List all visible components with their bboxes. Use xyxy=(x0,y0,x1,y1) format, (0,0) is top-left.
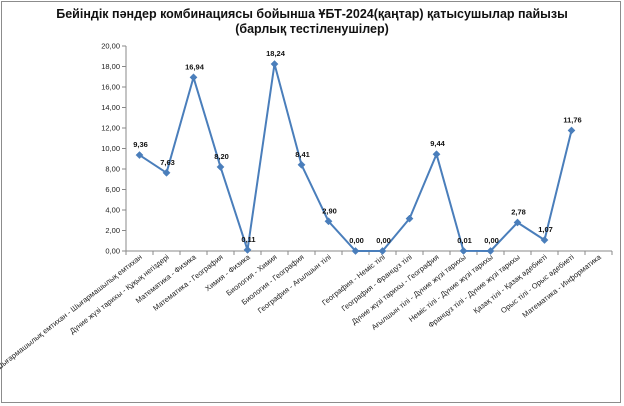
data-label: 7,63 xyxy=(160,158,175,167)
y-tick-label: 16,00 xyxy=(101,83,120,92)
y-tick-label: 8,00 xyxy=(105,165,120,174)
data-point xyxy=(351,247,360,255)
data-label: 0,11 xyxy=(241,235,255,244)
data-label: 0,00 xyxy=(376,236,391,245)
data-label: 1,07 xyxy=(538,225,553,234)
x-tick-label: Шығармашылық емтихан - Шығармашылық емти… xyxy=(0,252,144,372)
data-label: 0,00 xyxy=(484,236,499,245)
y-tick-label: 6,00 xyxy=(105,185,120,194)
data-label: 0,00 xyxy=(349,236,364,245)
data-point xyxy=(162,168,171,177)
data-label: 8,20 xyxy=(214,152,229,161)
data-point xyxy=(459,246,468,255)
data-point xyxy=(432,150,441,159)
data-point xyxy=(216,162,225,171)
data-point xyxy=(378,247,387,255)
data-label: 9,44 xyxy=(430,139,445,148)
x-tick-label: Дүние жүзі тарихы - Құқық негіздері xyxy=(68,252,171,335)
y-tick-label: 20,00 xyxy=(101,42,120,51)
y-tick-label: 18,00 xyxy=(101,62,120,71)
data-point xyxy=(297,160,306,169)
y-tick-label: 14,00 xyxy=(101,103,120,112)
data-point xyxy=(486,247,495,255)
chart-subtitle: (барлық тестіленушілер) xyxy=(235,22,389,36)
data-label: 0,01 xyxy=(457,236,472,245)
data-label: 8,41 xyxy=(295,150,310,159)
data-label: 11,76 xyxy=(563,115,581,124)
data-point xyxy=(405,214,414,223)
y-tick-label: 2,00 xyxy=(105,226,120,235)
data-point xyxy=(189,73,198,82)
data-point xyxy=(243,245,252,254)
data-point xyxy=(324,217,333,226)
data-point xyxy=(540,236,549,244)
data-label: 2,78 xyxy=(511,208,526,217)
data-point xyxy=(513,218,522,227)
data-point xyxy=(567,126,576,135)
series-line xyxy=(138,63,573,252)
data-label: 2,90 xyxy=(322,206,337,215)
chart-title: Бейіндік пәндер комбинациясы бойынша ҰБТ… xyxy=(56,7,568,21)
data-point xyxy=(270,60,279,68)
y-tick-label: 10,00 xyxy=(101,144,120,153)
data-label: 18,24 xyxy=(266,49,286,58)
data-point xyxy=(135,151,144,160)
data-label: 16,94 xyxy=(185,62,205,71)
y-tick-label: 4,00 xyxy=(105,206,120,215)
y-tick-label: 12,00 xyxy=(101,124,120,133)
data-label: 9,36 xyxy=(133,140,148,149)
y-tick-label: 0,00 xyxy=(105,247,120,256)
